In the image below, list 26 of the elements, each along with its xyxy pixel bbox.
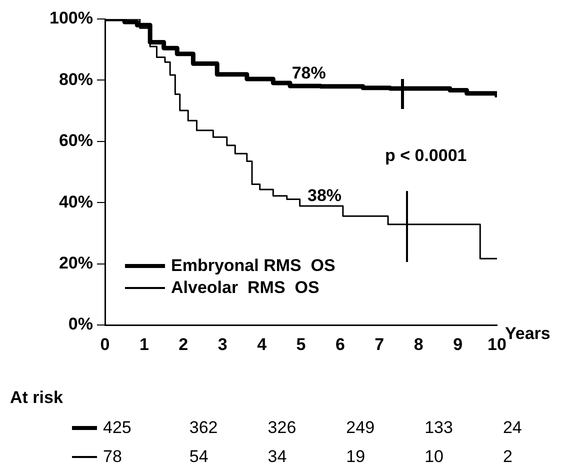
x-tick-label: 6 xyxy=(335,334,345,354)
legend-label: Embryonal RMS OS xyxy=(171,255,336,277)
legend-label: Alveolar RMS OS xyxy=(171,277,320,299)
x-tick-label: 10 xyxy=(488,334,506,354)
x-tick-label: 8 xyxy=(414,334,424,354)
x-tick-label: 5 xyxy=(296,334,306,354)
annotation: 78% xyxy=(292,64,326,83)
y-tick-label: 80% xyxy=(58,70,93,89)
annotation: 38% xyxy=(308,186,342,205)
text: At risk xyxy=(10,388,63,408)
x-tick-label: 7 xyxy=(374,334,384,354)
x-tick-label: 9 xyxy=(453,334,463,354)
x-tick-label: 4 xyxy=(257,334,268,354)
x-tick-label: 0 xyxy=(100,334,110,354)
x-tick-label: 3 xyxy=(218,334,228,354)
text: 78 54 34 19 10 2 xyxy=(103,447,512,465)
y-tick-label: 60% xyxy=(58,131,93,150)
x-axis-title: Years xyxy=(505,324,550,343)
text: 425 362 326 249 133 24 xyxy=(103,418,522,437)
y-tick-label: 20% xyxy=(58,253,93,272)
x-tick-label: 2 xyxy=(178,334,188,354)
y-tick-label: 100% xyxy=(50,8,93,28)
y-tick-label: 0% xyxy=(68,314,93,334)
annotation: p < 0.0001 xyxy=(385,146,467,166)
y-tick-label: 40% xyxy=(58,192,93,212)
x-tick-label: 1 xyxy=(139,334,149,354)
